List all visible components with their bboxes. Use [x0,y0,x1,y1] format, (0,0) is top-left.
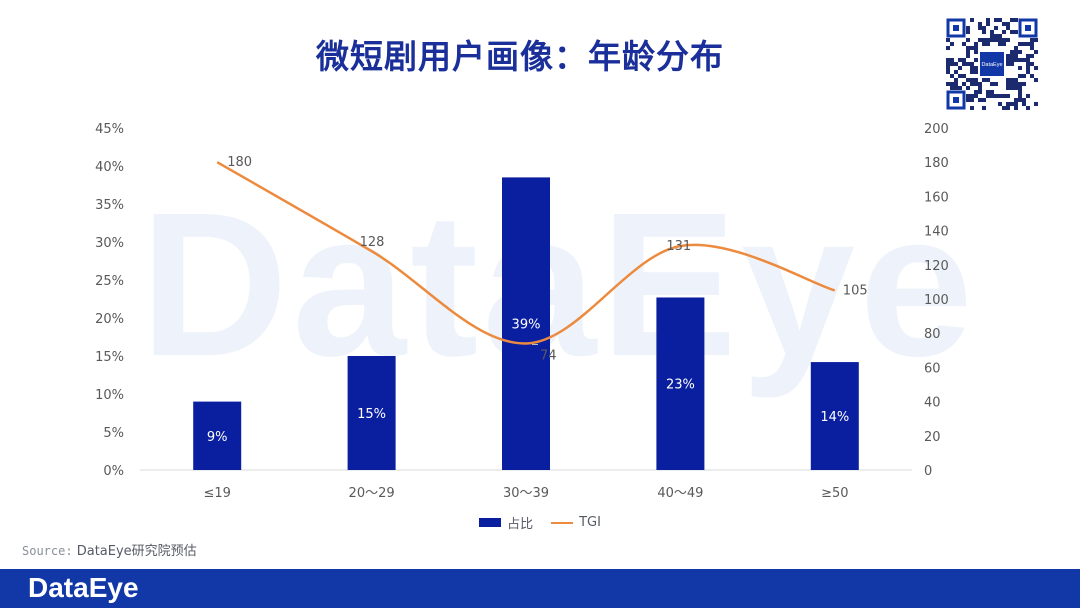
y-right-tick-label: 40 [924,396,941,411]
qr-center-logo [980,52,1004,76]
bar-data-label: 14% [820,410,849,425]
legend-label-share: 占比 [507,517,534,532]
tgi-data-label: 105 [843,283,868,298]
x-tick-label: ≤19 [203,486,230,501]
source-note: Source: DataEye研究院预估 [22,540,197,559]
qr-center-label: DataEye [981,62,1002,68]
bar-data-label: 39% [512,318,541,333]
bar-data-label: 9% [207,430,228,445]
legend: 占比 TGI [0,513,1080,532]
legend-swatch-line [551,521,574,524]
y-right-tick-label: 120 [924,259,949,274]
bar-data-label: 15% [357,407,386,422]
qr-finder-top-right [1018,18,1038,38]
y-left-tick-label: 25% [95,274,124,289]
qr-finder-bottom-left [946,90,966,110]
legend-item-share: 占比 [479,513,533,532]
x-tick-label: 30～39 [503,486,549,501]
bar [656,297,705,470]
tgi-data-label: 128 [360,235,385,250]
y-right-tick-label: 180 [924,156,949,171]
y-right-tick-label: 80 [924,327,941,342]
bar [347,356,396,470]
y-left-tick-label: 5% [103,426,124,441]
y-left-tick-label: 0% [103,464,124,479]
y-right-tick-label: 140 [924,225,949,240]
y-left-tick-label: 20% [95,312,124,327]
bar [810,362,859,470]
x-tick-label: 20～29 [349,486,395,501]
legend-swatch-bar [479,518,502,527]
qr-code: DataEye [946,18,1038,110]
y-right-tick-label: 160 [924,190,949,205]
legend-item-tgi: TGI [551,513,601,532]
y-right-tick-label: 200 [924,122,949,137]
x-tick-label: ≥50 [821,486,848,501]
y-right-tick-label: 100 [924,293,949,308]
tgi-data-label: 74 [540,348,557,363]
qr-finder-top-left [946,18,966,38]
y-left-tick-label: 40% [95,160,124,175]
page-title: 微短剧用户画像：年龄分布 [316,37,724,76]
source-text: DataEye研究院预估 [76,544,197,559]
y-right-tick-label: 20 [924,430,941,445]
bar-data-label: 23% [666,378,695,393]
y-left-tick-label: 30% [95,236,124,251]
bar [502,177,550,470]
footer-logo: DataEye [28,572,139,603]
y-right-tick-label: 60 [924,361,941,376]
y-left-tick-label: 15% [95,350,124,365]
tgi-line [216,161,836,345]
y-left-tick-label: 35% [95,198,124,213]
y-left-tick-label: 10% [95,388,124,403]
y-right-tick-label: 0 [924,464,932,479]
x-tick-label: 40～49 [657,486,703,501]
legend-label-tgi: TGI [579,515,601,530]
watermark: DataEye [140,170,978,399]
tgi-data-label: 131 [666,239,691,254]
y-left-tick-label: 45% [95,122,124,137]
bar [193,401,242,470]
source-label: Source: [22,544,73,558]
footer-bar: DataEye [0,569,1080,608]
tgi-data-label: 180 [227,155,252,170]
